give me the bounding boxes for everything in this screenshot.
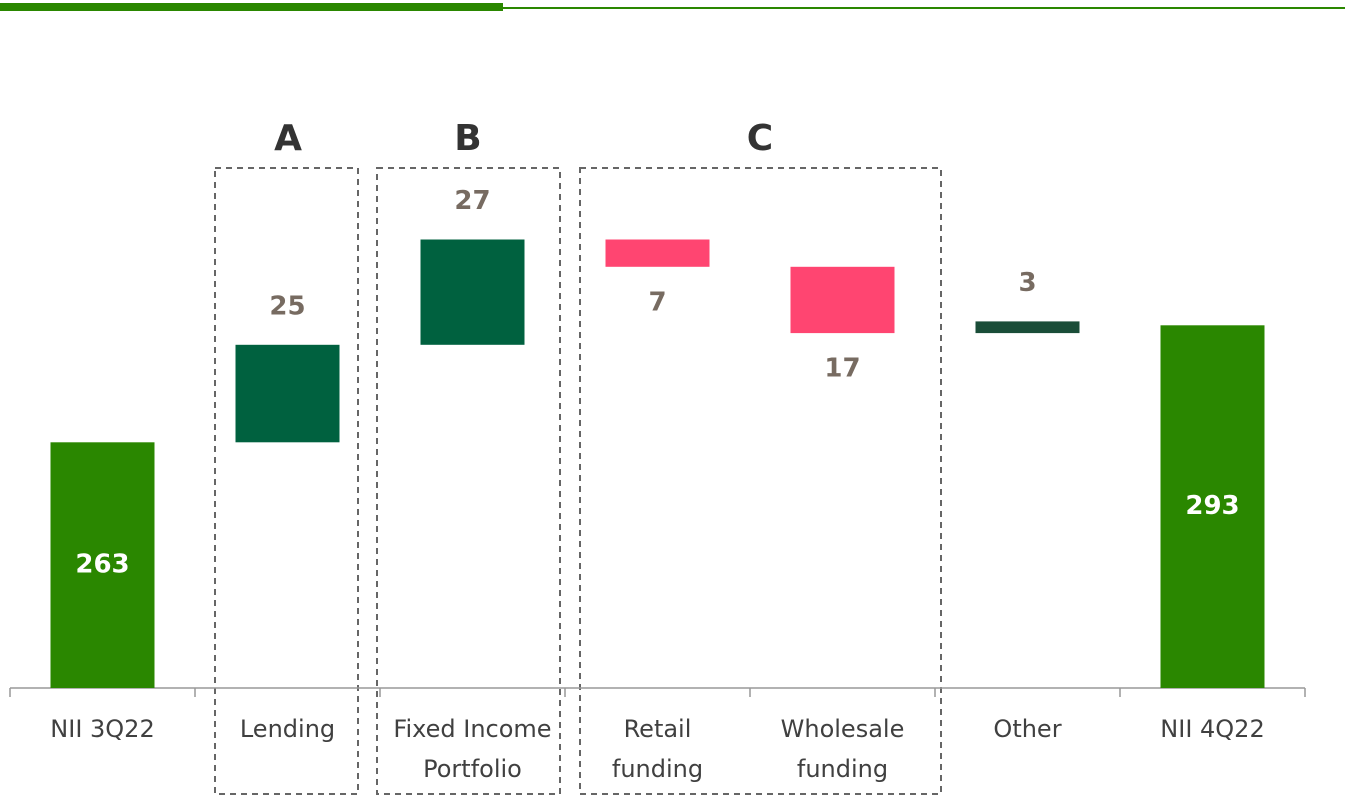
group-box xyxy=(376,167,561,795)
value-label: 17 xyxy=(824,354,860,384)
group-label: C xyxy=(747,118,773,159)
value-label: 25 xyxy=(269,291,305,321)
x-tick-label: Lending xyxy=(240,715,335,743)
x-tick-label: Portfolio xyxy=(423,755,522,783)
x-tick-label: funding xyxy=(797,755,888,783)
group-box xyxy=(214,167,359,795)
group-box xyxy=(579,167,942,795)
bar xyxy=(420,239,525,345)
bar xyxy=(605,239,710,267)
group-label: B xyxy=(454,118,481,159)
value-label: 27 xyxy=(454,186,490,216)
bar xyxy=(975,321,1080,334)
group-label: A xyxy=(274,118,302,159)
x-tick-label: Fixed Income xyxy=(393,715,551,743)
x-tick-label: Wholesale xyxy=(781,715,905,743)
x-tick-label: funding xyxy=(612,755,703,783)
x-tick-label: Retail xyxy=(624,715,692,743)
value-label: 293 xyxy=(1185,491,1239,521)
x-tick-label: NII 3Q22 xyxy=(50,715,154,743)
x-tick-label: NII 4Q22 xyxy=(1160,715,1264,743)
bar xyxy=(235,344,340,443)
bar xyxy=(50,442,155,688)
bar xyxy=(1160,325,1265,688)
bar xyxy=(790,266,895,334)
header-bar xyxy=(0,3,503,11)
x-tick-label: Other xyxy=(993,715,1061,743)
value-label: 263 xyxy=(75,550,129,580)
value-label: 3 xyxy=(1018,268,1036,298)
value-label: 7 xyxy=(648,287,666,317)
